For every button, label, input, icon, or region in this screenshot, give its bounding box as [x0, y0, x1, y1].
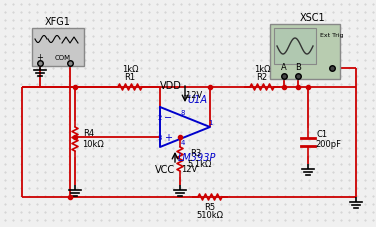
Text: +: + — [164, 132, 172, 142]
Text: R2: R2 — [256, 73, 268, 82]
FancyBboxPatch shape — [274, 29, 316, 65]
Text: 200pF: 200pF — [315, 140, 341, 149]
Text: 2: 2 — [158, 114, 162, 121]
Text: U1A: U1A — [187, 95, 207, 105]
Text: 1kΩ: 1kΩ — [254, 65, 270, 74]
FancyBboxPatch shape — [270, 25, 340, 80]
Text: 4: 4 — [181, 139, 185, 145]
Text: -12V: -12V — [183, 91, 203, 100]
Text: 1: 1 — [208, 119, 212, 126]
Text: VDD: VDD — [160, 81, 182, 91]
Text: R1: R1 — [124, 73, 136, 82]
Text: −: − — [164, 113, 172, 122]
Text: 1kΩ: 1kΩ — [122, 65, 138, 74]
Text: VCC: VCC — [155, 164, 175, 174]
Text: A: A — [281, 62, 287, 71]
Text: B: B — [295, 62, 301, 71]
Text: R4: R4 — [83, 129, 94, 138]
Text: XSC1: XSC1 — [300, 13, 326, 23]
Text: Ext Trig: Ext Trig — [320, 32, 344, 37]
Text: R3: R3 — [190, 149, 202, 158]
Text: 5.1kΩ: 5.1kΩ — [188, 160, 212, 169]
Text: 8: 8 — [181, 109, 185, 116]
Text: 3: 3 — [158, 134, 162, 140]
Text: LM393P: LM393P — [178, 152, 216, 162]
Text: XFG1: XFG1 — [45, 17, 71, 27]
Text: 12V: 12V — [181, 165, 197, 174]
Text: COM: COM — [55, 55, 71, 61]
Text: 510kΩ: 510kΩ — [197, 211, 223, 220]
Text: C1: C1 — [317, 130, 327, 139]
FancyBboxPatch shape — [32, 29, 84, 67]
Text: R5: R5 — [205, 203, 215, 212]
Text: +: + — [36, 53, 44, 62]
Text: 10kΩ: 10kΩ — [82, 140, 104, 149]
